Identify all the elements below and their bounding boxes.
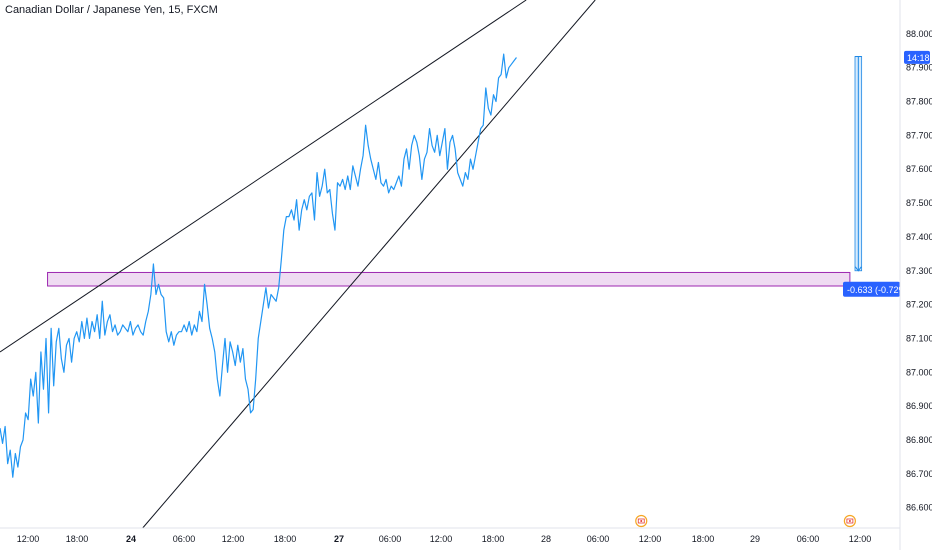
y-tick-label: 86.700: [906, 469, 932, 479]
x-tick-label: 18:00: [482, 534, 505, 544]
price-series-line[interactable]: [0, 53, 517, 478]
x-tick-label: 12:00: [222, 534, 245, 544]
x-tick-label: 28: [541, 534, 551, 544]
x-tick-label: 29: [750, 534, 760, 544]
y-tick-label: 86.900: [906, 401, 932, 411]
x-tick-label: 06:00: [797, 534, 820, 544]
x-tick-label: 06:00: [587, 534, 610, 544]
y-tick-label: 87.300: [906, 266, 932, 276]
x-tick-label: 27: [334, 534, 344, 544]
y-tick-label: 87.700: [906, 130, 932, 140]
measure-arrow-icon: [854, 266, 862, 272]
x-tick-label: 06:00: [379, 534, 402, 544]
y-tick-label: 86.600: [906, 503, 932, 513]
y-tick-label: 87.400: [906, 232, 932, 242]
y-tick-label: 87.600: [906, 164, 932, 174]
x-tick-label: 12:00: [430, 534, 453, 544]
trendline-lower[interactable]: [142, 0, 596, 529]
last-price-badge: [904, 50, 930, 64]
symbol-title: Canadian Dollar / Japanese Yen, 15, FXCM: [5, 4, 218, 16]
measure-label-box: [843, 281, 900, 297]
x-tick-label: 18:00: [66, 534, 89, 544]
y-tick-label: 87.900: [906, 63, 932, 73]
y-tick-label: 87.100: [906, 333, 932, 343]
y-tick-label: 87.800: [906, 97, 932, 107]
x-tick-label: 12:00: [639, 534, 662, 544]
measure-label-text: -0.633 (-0.72%) -63.3: [847, 285, 932, 295]
canada-event-icon[interactable]: [843, 514, 856, 528]
y-tick-label: 87.000: [906, 367, 932, 377]
event-flag-leaf: [848, 520, 851, 522]
y-tick-label: 88.000: [906, 29, 932, 39]
x-tick-label: 24: [126, 534, 136, 544]
event-flag-leaf: [640, 520, 643, 522]
x-tick-label: 06:00: [173, 534, 196, 544]
x-tick-label: 18:00: [274, 534, 297, 544]
canada-event-icon[interactable]: [635, 514, 648, 528]
trendline-upper[interactable]: [0, 0, 527, 353]
x-tick-label: 18:00: [692, 534, 715, 544]
y-tick-label: 87.500: [906, 198, 932, 208]
support-zone-rect[interactable]: [47, 271, 851, 287]
x-tick-label: 12:00: [17, 534, 40, 544]
last-price-time-label: 14:18: [907, 53, 930, 63]
y-tick-label: 86.800: [906, 435, 932, 445]
y-tick-label: 87.200: [906, 300, 932, 310]
x-tick-label: 12:00: [849, 534, 872, 544]
